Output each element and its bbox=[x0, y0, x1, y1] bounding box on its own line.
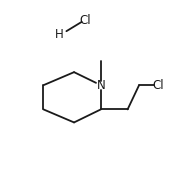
Text: H: H bbox=[54, 28, 63, 41]
Text: N: N bbox=[96, 79, 105, 92]
Text: Cl: Cl bbox=[152, 79, 164, 92]
Text: Cl: Cl bbox=[80, 13, 91, 26]
